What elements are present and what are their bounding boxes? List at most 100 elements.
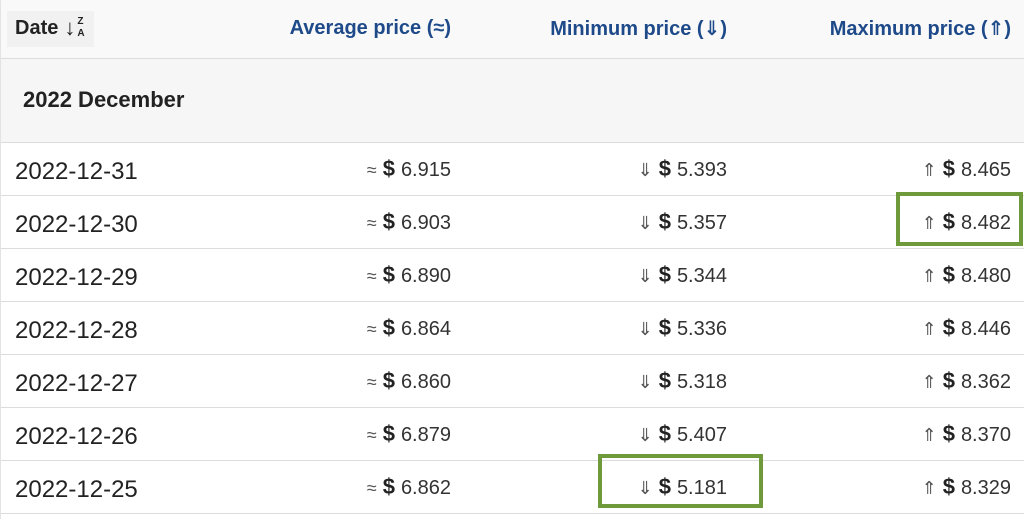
currency-symbol: $ xyxy=(942,261,955,287)
table-row: 2022-12-28 ≈ $6.864 ⇓ $5.336 ⇑ $8.446 xyxy=(1,301,1024,355)
table-row: 2022-12-25 ≈ $6.862 ⇓ $5.181 ⇑ $8.329 xyxy=(1,460,1024,514)
price-value: 6.864 xyxy=(400,317,451,340)
minimum-price-cell: ⇓ $5.344 xyxy=(465,248,741,302)
price-value: 8.480 xyxy=(960,264,1011,287)
currency-symbol: $ xyxy=(942,367,955,393)
currency-symbol: $ xyxy=(382,367,395,393)
maximum-price-cell: ⇑ $8.480 xyxy=(741,248,1024,302)
currency-symbol: $ xyxy=(382,155,395,181)
approx-icon: ≈ xyxy=(366,212,377,233)
double-arrow-down-icon: ⇓ xyxy=(637,424,653,445)
double-arrow-up-icon: ⇑ xyxy=(921,265,937,286)
table-row: 2022-12-27 ≈ $6.860 ⇓ $5.318 ⇑ $8.362 xyxy=(1,354,1024,408)
date-sort-control[interactable]: Date ↓ Z A xyxy=(7,10,95,47)
average-price-cell: ≈ $6.862 xyxy=(269,460,465,514)
currency-symbol: $ xyxy=(658,261,671,287)
price-value: 8.446 xyxy=(960,317,1011,340)
date-cell: 2022-12-25 xyxy=(1,460,269,514)
table-row: 2022-12-31 ≈ $6.915 ⇓ $5.393 ⇑ $8.465 xyxy=(1,142,1024,196)
month-group-label: 2022 December xyxy=(1,58,1024,143)
date-cell: 2022-12-30 xyxy=(1,195,269,249)
approx-icon: ≈ xyxy=(366,371,377,392)
date-cell: 2022-12-26 xyxy=(1,407,269,461)
price-value: 5.393 xyxy=(676,158,727,181)
average-price-cell: ≈ $6.915 xyxy=(269,142,465,196)
month-group-row: 2022 December xyxy=(1,58,1024,143)
double-arrow-down-icon: ⇓ xyxy=(637,159,653,180)
currency-symbol: $ xyxy=(382,261,395,287)
maximum-price-cell: ⇑ $8.329 xyxy=(741,460,1024,514)
currency-symbol: $ xyxy=(658,208,671,234)
minimum-price-cell: ⇓ $5.336 xyxy=(465,301,741,355)
price-value: 6.890 xyxy=(400,264,451,287)
maximum-price-cell: ⇑ $8.482 xyxy=(741,195,1024,249)
minimum-price-cell: ⇓ $5.393 xyxy=(465,142,741,196)
price-value: 5.336 xyxy=(676,317,727,340)
double-arrow-up-icon: ⇑ xyxy=(921,159,937,180)
double-arrow-up-icon: ⇑ xyxy=(921,318,937,339)
approx-icon: ≈ xyxy=(366,477,377,498)
price-value: 6.903 xyxy=(400,211,451,234)
average-price-cell: ≈ $6.890 xyxy=(269,248,465,302)
minimum-price-cell: ⇓ $5.407 xyxy=(465,407,741,461)
table-row: 2022-12-29 ≈ $6.890 ⇓ $5.344 ⇑ $8.480 xyxy=(1,248,1024,302)
table-row: 2022-12-26 ≈ $6.879 ⇓ $5.407 ⇑ $8.370 xyxy=(1,407,1024,461)
price-value: 5.318 xyxy=(676,370,727,393)
average-price-cell: ≈ $6.860 xyxy=(269,354,465,408)
currency-symbol: $ xyxy=(942,208,955,234)
date-column-header[interactable]: Date ↓ Z A xyxy=(1,0,269,59)
date-header-label: Date xyxy=(15,17,59,40)
price-value: 6.862 xyxy=(400,476,451,499)
approx-icon: ≈ xyxy=(366,159,377,180)
date-cell: 2022-12-31 xyxy=(1,142,269,196)
currency-symbol: $ xyxy=(942,473,955,499)
minimum-price-column-header[interactable]: Minimum price (⇓) xyxy=(465,0,741,59)
double-arrow-up-icon: ⇑ xyxy=(921,424,937,445)
double-arrow-up-icon: ⇑ xyxy=(921,477,937,498)
average-price-cell: ≈ $6.903 xyxy=(269,195,465,249)
maximum-price-cell: ⇑ $8.370 xyxy=(741,407,1024,461)
double-arrow-down-icon: ⇓ xyxy=(637,371,653,392)
average-price-cell: ≈ $6.864 xyxy=(269,301,465,355)
price-value: 6.860 xyxy=(400,370,451,393)
currency-symbol: $ xyxy=(382,420,395,446)
currency-symbol: $ xyxy=(658,420,671,446)
table-row: 2022-12-30 ≈ $6.903 ⇓ $5.357 ⇑ $8.482 xyxy=(1,195,1024,249)
double-arrow-down-icon: ⇓ xyxy=(637,265,653,286)
approx-icon: ≈ xyxy=(366,318,377,339)
double-arrow-down-icon: ⇓ xyxy=(637,477,653,498)
price-value: 5.181 xyxy=(676,476,727,499)
currency-symbol: $ xyxy=(382,208,395,234)
price-value: 8.329 xyxy=(960,476,1011,499)
price-value: 5.344 xyxy=(676,264,727,287)
date-cell: 2022-12-28 xyxy=(1,301,269,355)
currency-symbol: $ xyxy=(382,314,395,340)
price-value: 6.915 xyxy=(400,158,451,181)
currency-symbol: $ xyxy=(658,367,671,393)
price-value: 6.879 xyxy=(400,423,451,446)
maximum-price-cell: ⇑ $8.465 xyxy=(741,142,1024,196)
approx-icon: ≈ xyxy=(366,265,377,286)
date-cell: 2022-12-29 xyxy=(1,248,269,302)
minimum-price-cell: ⇓ $5.357 xyxy=(465,195,741,249)
currency-symbol: $ xyxy=(658,155,671,181)
minimum-price-cell: ⇓ $5.318 xyxy=(465,354,741,408)
currency-symbol: $ xyxy=(382,473,395,499)
maximum-price-cell: ⇑ $8.446 xyxy=(741,301,1024,355)
average-price-column-header[interactable]: Average price (≈) xyxy=(269,0,465,59)
currency-symbol: $ xyxy=(942,314,955,340)
currency-symbol: $ xyxy=(942,155,955,181)
date-cell: 2022-12-27 xyxy=(1,354,269,408)
average-price-cell: ≈ $6.879 xyxy=(269,407,465,461)
maximum-price-column-header[interactable]: Maximum price (⇑) xyxy=(741,0,1024,59)
price-value: 5.357 xyxy=(676,211,727,234)
sort-descending-icon[interactable]: ↓ Z A xyxy=(64,14,85,40)
double-arrow-down-icon: ⇓ xyxy=(637,318,653,339)
maximum-price-cell: ⇑ $8.362 xyxy=(741,354,1024,408)
table-header-row: Date ↓ Z A Average price (≈) Minimum price… xyxy=(1,0,1024,59)
currency-symbol: $ xyxy=(658,314,671,340)
double-arrow-down-icon: ⇓ xyxy=(637,212,653,233)
approx-icon: ≈ xyxy=(366,424,377,445)
